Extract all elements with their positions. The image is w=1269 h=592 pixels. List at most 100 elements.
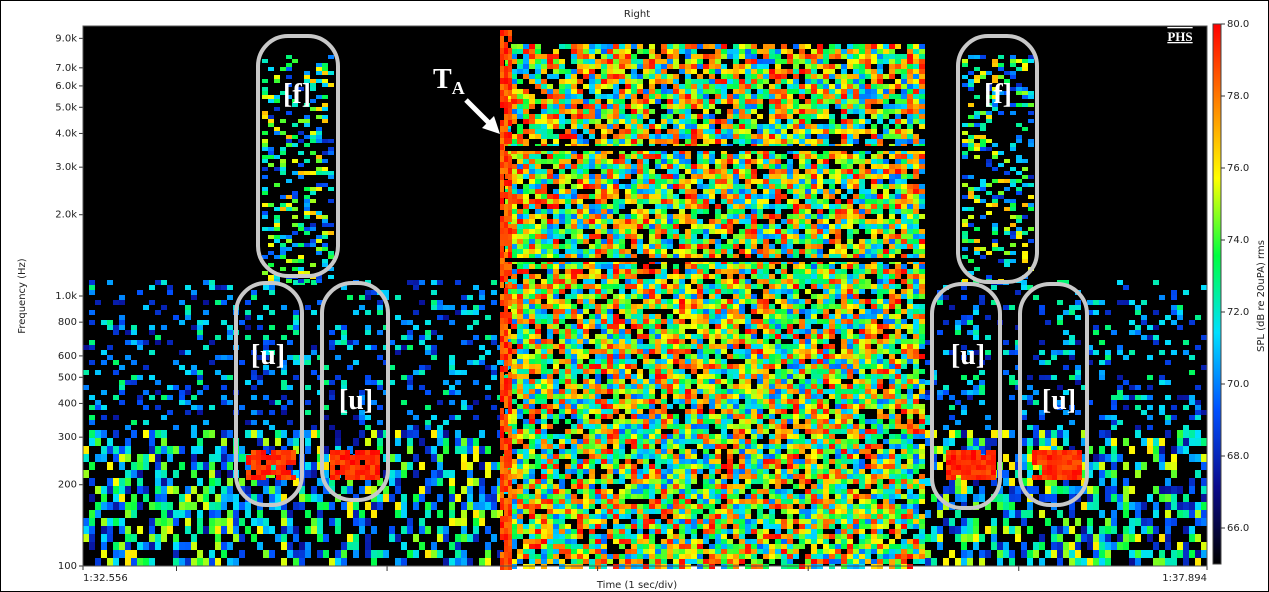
spectrogram-cell <box>727 434 733 439</box>
spectrogram-cell <box>799 269 805 274</box>
spectrogram-cell <box>745 139 751 144</box>
spectrogram-cell <box>901 294 907 299</box>
spectrogram-cell <box>817 204 823 209</box>
spectrogram-cell <box>763 54 769 59</box>
spectrogram-cell <box>889 349 895 354</box>
spectrogram-cell <box>823 434 829 439</box>
spectrogram-cell <box>667 234 673 239</box>
spectrogram-cell <box>769 44 775 49</box>
spectrogram-cell <box>577 414 583 419</box>
spectrogram-cell <box>523 359 529 364</box>
spectrogram-cell <box>559 329 565 334</box>
spectrogram-cell <box>751 449 757 454</box>
spectrogram-cell <box>877 294 883 299</box>
spectrogram-cell <box>547 324 553 329</box>
spectrogram-cell <box>511 284 517 289</box>
spectrogram-cell <box>715 419 721 424</box>
spectrogram-cell <box>535 309 541 314</box>
spectrogram-cell <box>823 319 829 324</box>
spectrogram-cell <box>769 324 775 329</box>
spectrogram-cell <box>667 454 673 459</box>
spectrogram-cell <box>751 354 757 359</box>
spectrogram-cell <box>769 289 775 294</box>
spectrogram-cell <box>853 314 859 319</box>
spectrogram-cell <box>535 209 541 214</box>
spectrogram-cell <box>727 129 733 134</box>
spectrogram-cell <box>715 394 721 399</box>
spectrogram-cell <box>799 89 805 94</box>
spectrogram-cell <box>691 209 697 214</box>
spectrogram-cell <box>649 369 655 374</box>
spectrogram-cell <box>763 324 769 329</box>
spectrogram-cell <box>823 404 829 409</box>
spectrogram-cell <box>823 419 829 424</box>
spectrogram-cell <box>829 194 835 199</box>
spectrogram-cell <box>811 59 817 64</box>
spectrogram-cell <box>613 219 619 224</box>
spectrogram-cell <box>793 414 799 419</box>
spectrogram-cell <box>697 129 703 134</box>
spectrogram-cell <box>517 404 523 409</box>
spectrogram-cell <box>625 189 631 194</box>
spectrogram-cell <box>793 249 799 254</box>
spectrogram-cell <box>853 299 859 304</box>
spectrogram-cell <box>763 349 769 354</box>
spectrogram-cell <box>907 399 913 404</box>
spectrogram-cell <box>703 239 709 244</box>
spectrogram-cell <box>661 274 667 279</box>
spectrogram-cell <box>763 244 769 249</box>
spectrogram-cell <box>709 59 715 64</box>
spectrogram-cell <box>919 394 925 399</box>
spectrogram-cell <box>853 319 859 324</box>
spectrogram-cell <box>535 299 541 304</box>
spectrogram-cell <box>541 289 547 294</box>
spectrogram-cell <box>661 244 667 249</box>
spectrogram-cell <box>679 309 685 314</box>
spectrogram-cell <box>595 184 601 189</box>
spectrogram-cell <box>637 49 643 54</box>
spectrogram-cell <box>847 204 853 209</box>
spectrogram-cell <box>733 99 739 104</box>
spectrogram-cell <box>871 309 877 314</box>
spectrogram-cell <box>673 429 679 434</box>
spectrogram-cell <box>739 409 745 414</box>
spectrogram-cell <box>877 159 883 164</box>
spectrogram-cell <box>871 269 877 274</box>
spectrogram-cell <box>613 294 619 299</box>
spectrogram-cell <box>733 234 739 239</box>
spectrogram-cell <box>823 54 829 59</box>
spectrogram-cell <box>907 314 913 319</box>
spectrogram-cell <box>529 149 535 154</box>
spectrogram-cell <box>697 194 703 199</box>
spectrogram-cell <box>589 424 595 429</box>
spectrogram-cell <box>673 124 679 129</box>
spectrogram-cell <box>703 379 709 384</box>
spectrogram-cell <box>817 399 823 404</box>
spectrogram-cell <box>727 209 733 214</box>
spectrogram-cell <box>595 294 601 299</box>
spectrogram-cell <box>517 89 523 94</box>
spectrogram-cell <box>709 299 715 304</box>
spectrogram-cell <box>733 209 739 214</box>
spectrogram-cell <box>523 229 529 234</box>
spectrogram-cell <box>553 219 559 224</box>
spectrogram-cell <box>715 454 721 459</box>
spectrogram-cell <box>661 264 667 269</box>
spectrogram-cell <box>907 124 913 129</box>
spectrogram-cell <box>805 174 811 179</box>
spectrogram-cell <box>553 234 559 239</box>
spectrogram-cell <box>769 304 775 309</box>
spectrogram-cell <box>601 124 607 129</box>
spectrogram-cell <box>697 304 703 309</box>
spectrogram-cell <box>673 139 679 144</box>
spectrogram-cell <box>619 289 625 294</box>
spectrogram-cell <box>559 149 565 154</box>
spectrogram-cell <box>559 349 565 354</box>
spectrogram-cell <box>535 419 541 424</box>
spectrogram-cell <box>679 449 685 454</box>
spectrogram-cell <box>649 289 655 294</box>
spectrogram-cell <box>847 324 853 329</box>
spectrogram-cell <box>751 79 757 84</box>
spectrogram-cell <box>703 269 709 274</box>
spectrogram-cell <box>577 89 583 94</box>
